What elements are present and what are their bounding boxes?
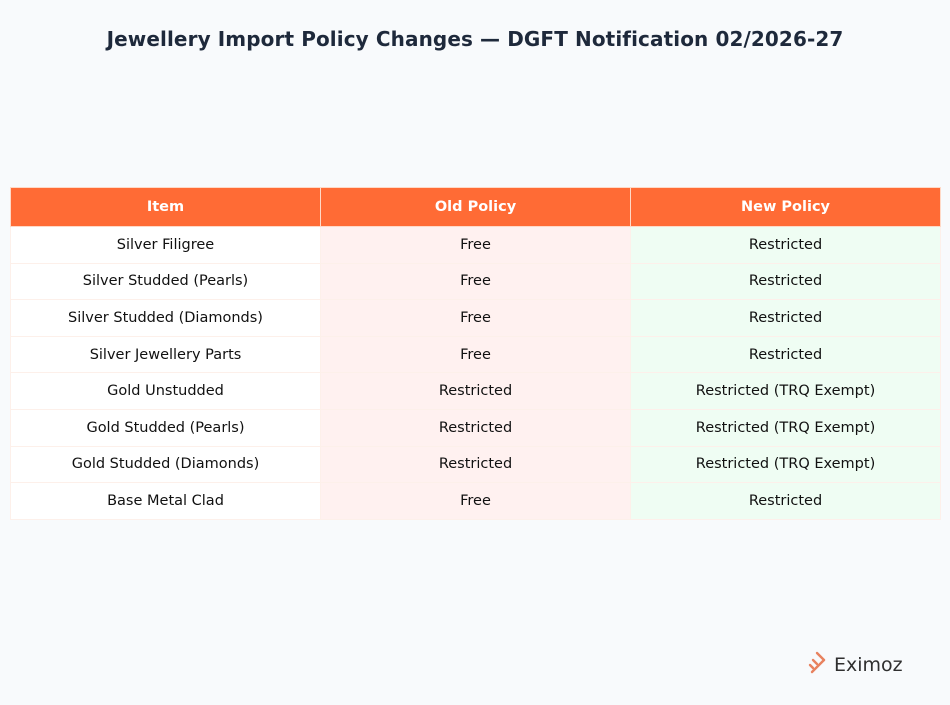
table-row: Base Metal Clad Free Restricted	[10, 482, 941, 520]
cell-item: Gold Studded (Pearls)	[10, 408, 321, 447]
eximoz-logo-icon	[808, 651, 830, 679]
cell-item: Silver Jewellery Parts	[10, 335, 321, 374]
table-row: Silver Studded (Diamonds) Free Restricte…	[10, 299, 941, 337]
cell-item: Base Metal Clad	[10, 482, 321, 520]
page-title: Jewellery Import Policy Changes — DGFT N…	[106, 27, 844, 51]
cell-new-policy: Restricted (TRQ Exempt)	[630, 372, 941, 410]
cell-item: Gold Studded (Diamonds)	[10, 445, 321, 484]
cell-item: Silver Studded (Diamonds)	[10, 299, 321, 337]
cell-new-policy: Restricted (TRQ Exempt)	[630, 408, 941, 447]
cell-old-policy: Free	[320, 299, 631, 337]
table-row: Silver Studded (Pearls) Free Restricted	[10, 262, 941, 301]
cell-old-policy: Restricted	[320, 445, 631, 484]
eximoz-logo: Eximoz	[808, 651, 903, 679]
cell-item: Silver Filigree	[10, 226, 321, 264]
eximoz-logo-text: Eximoz	[834, 654, 903, 676]
table-row: Gold Unstudded Restricted Restricted (TR…	[10, 372, 941, 410]
header-item: Item	[10, 187, 321, 227]
cell-item: Silver Studded (Pearls)	[10, 262, 321, 301]
cell-new-policy: Restricted	[630, 482, 941, 520]
cell-old-policy: Restricted	[320, 372, 631, 410]
cell-item: Gold Unstudded	[10, 372, 321, 410]
header-new-policy: New Policy	[630, 187, 941, 227]
cell-old-policy: Free	[320, 226, 631, 264]
cell-new-policy: Restricted	[630, 335, 941, 374]
cell-new-policy: Restricted	[630, 226, 941, 264]
header-old-policy: Old Policy	[320, 187, 631, 227]
cell-old-policy: Free	[320, 482, 631, 520]
cell-old-policy: Free	[320, 335, 631, 374]
cell-old-policy: Free	[320, 262, 631, 301]
table-row: Silver Filigree Free Restricted	[10, 226, 941, 264]
cell-new-policy: Restricted (TRQ Exempt)	[630, 445, 941, 484]
cell-old-policy: Restricted	[320, 408, 631, 447]
policy-table: Item Old Policy New Policy Silver Filigr…	[10, 187, 941, 520]
cell-new-policy: Restricted	[630, 299, 941, 337]
table-header-row: Item Old Policy New Policy	[10, 187, 941, 227]
table-row: Gold Studded (Pearls) Restricted Restric…	[10, 408, 941, 447]
table-row: Gold Studded (Diamonds) Restricted Restr…	[10, 445, 941, 484]
table-row: Silver Jewellery Parts Free Restricted	[10, 335, 941, 374]
cell-new-policy: Restricted	[630, 262, 941, 301]
